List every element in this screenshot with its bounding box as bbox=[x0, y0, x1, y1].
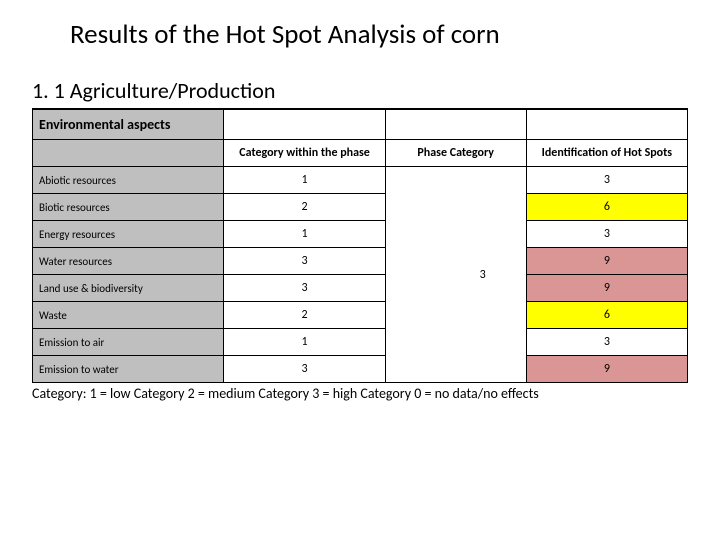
page-title: Results of the Hot Spot Analysis of corn bbox=[70, 18, 688, 51]
row-label: Emission to air bbox=[33, 329, 224, 356]
row-hotspot-id: 3 bbox=[526, 329, 687, 356]
table-row: Water resources3 9 bbox=[33, 248, 688, 275]
header-blank-2 bbox=[385, 110, 526, 140]
row-category: 3 bbox=[224, 356, 385, 383]
row-category: 3 bbox=[224, 275, 385, 302]
row-category: 2 bbox=[224, 194, 385, 221]
row-hotspot-id: 9 bbox=[526, 356, 687, 383]
table-row: Emission to air1 3 bbox=[33, 329, 688, 356]
table-row: Emission to water3 9 bbox=[33, 356, 688, 383]
row-label: Energy resources bbox=[33, 221, 224, 248]
row-category: 2 bbox=[224, 302, 385, 329]
header-blank-3 bbox=[526, 110, 687, 140]
row-hotspot-id: 3 bbox=[526, 221, 687, 248]
row-label: Land use & biodiversity bbox=[33, 275, 224, 302]
phase-category-cell: 3 bbox=[385, 167, 526, 383]
header-empty bbox=[33, 140, 224, 167]
row-hotspot-id: 6 bbox=[526, 194, 687, 221]
header-blank-1 bbox=[224, 110, 385, 140]
table-row: Abiotic resources133 bbox=[33, 167, 688, 194]
table-row: Biotic resources2 6 bbox=[33, 194, 688, 221]
row-label: Abiotic resources bbox=[33, 167, 224, 194]
table-row: Energy resources1 3 bbox=[33, 221, 688, 248]
row-label: Waste bbox=[33, 302, 224, 329]
table-row: Waste2 6 bbox=[33, 302, 688, 329]
table-header-row-2: Category within the phase Phase Category… bbox=[33, 140, 688, 167]
row-category: 1 bbox=[224, 329, 385, 356]
table-row: Land use & biodiversity3 9 bbox=[33, 275, 688, 302]
section-subtitle: 1. 1 Agriculture/Production bbox=[32, 77, 688, 109]
row-hotspot-id: 6 bbox=[526, 302, 687, 329]
row-label: Biotic resources bbox=[33, 194, 224, 221]
row-hotspot-id: 9 bbox=[526, 275, 687, 302]
header-identification: Identification of Hot Spots bbox=[526, 140, 687, 167]
header-phase-category: Phase Category bbox=[385, 140, 526, 167]
header-aspects: Environmental aspects bbox=[33, 110, 224, 140]
table-header-row-1: Environmental aspects bbox=[33, 110, 688, 140]
row-category: 1 bbox=[224, 221, 385, 248]
header-category-within: Category within the phase bbox=[224, 140, 385, 167]
row-label: Emission to water bbox=[33, 356, 224, 383]
row-category: 3 bbox=[224, 248, 385, 275]
row-label: Water resources bbox=[33, 248, 224, 275]
hotspot-table: Environmental aspects Category within th… bbox=[32, 109, 688, 383]
row-category: 1 bbox=[224, 167, 385, 194]
legend-footer: Category: 1 = low Category 2 = medium Ca… bbox=[32, 385, 688, 402]
row-hotspot-id: 3 bbox=[526, 167, 687, 194]
row-hotspot-id: 9 bbox=[526, 248, 687, 275]
